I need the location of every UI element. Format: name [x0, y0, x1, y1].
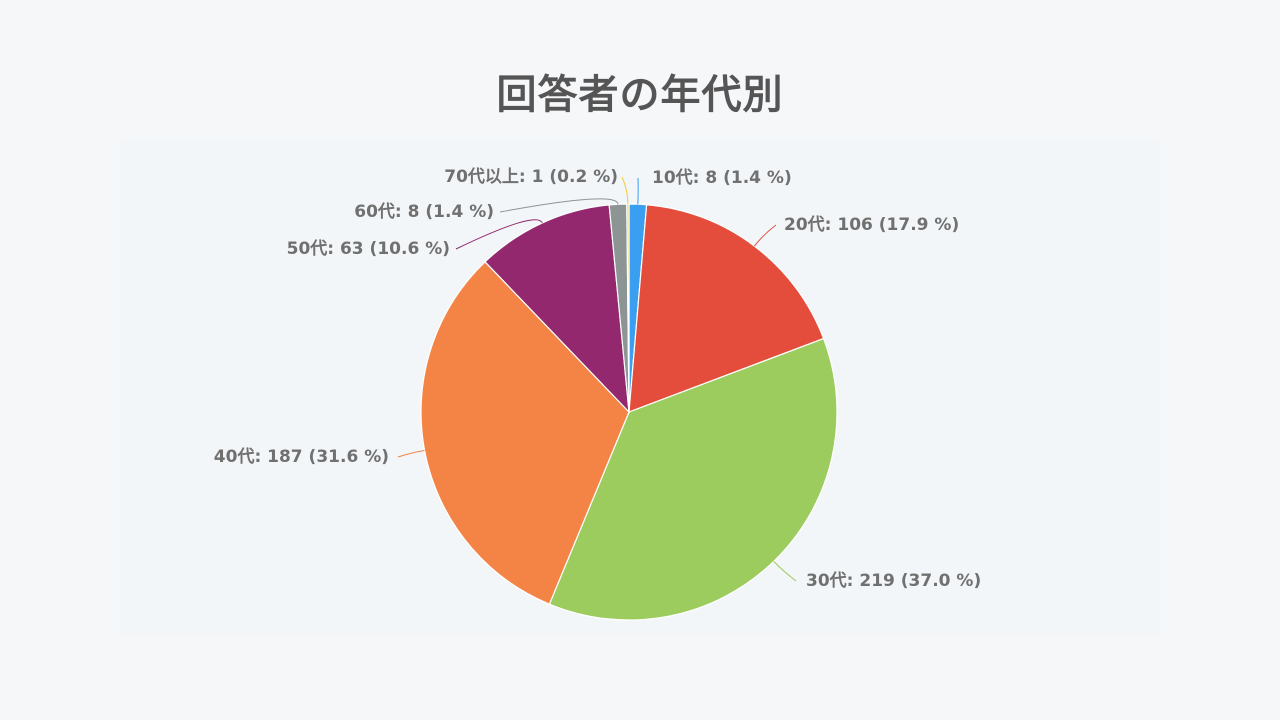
pie-slice-3[interactable]	[548, 337, 838, 621]
label-leaders	[397, 176, 797, 582]
leader-line-6	[499, 198, 619, 213]
pie-slices	[420, 203, 838, 621]
chart-title: 回答者の年代別	[496, 72, 784, 118]
data-label-3: 30代: 219 (37.0 %)	[806, 570, 981, 591]
data-label-4: 40代: 187 (31.6 %)	[214, 446, 389, 467]
leader-line-3	[773, 561, 797, 582]
leader-line-4	[397, 449, 425, 458]
data-label-1: 10代: 8 (1.4 %)	[652, 167, 792, 188]
data-label-5: 50代: 63 (10.6 %)	[287, 238, 450, 259]
pie-slice-7[interactable]	[626, 203, 630, 413]
pie-slice-4[interactable]	[420, 260, 630, 605]
data-labels: 10代: 8 (1.4 %) 20代: 106 (17.9 %) 30代: 219 …	[214, 166, 981, 591]
leader-line-2	[754, 224, 777, 247]
data-label-7: 70代以上: 1 (0.2 %)	[444, 166, 618, 187]
data-label-2: 20代: 106 (17.9 %)	[784, 214, 959, 235]
leader-line-7	[621, 176, 629, 205]
data-label-6: 60代: 8 (1.4 %)	[354, 201, 494, 222]
leader-line-5	[455, 219, 543, 250]
